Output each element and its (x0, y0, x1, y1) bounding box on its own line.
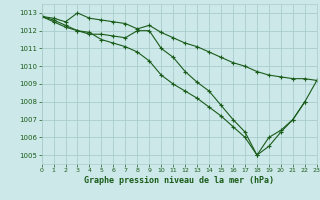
X-axis label: Graphe pression niveau de la mer (hPa): Graphe pression niveau de la mer (hPa) (84, 176, 274, 185)
